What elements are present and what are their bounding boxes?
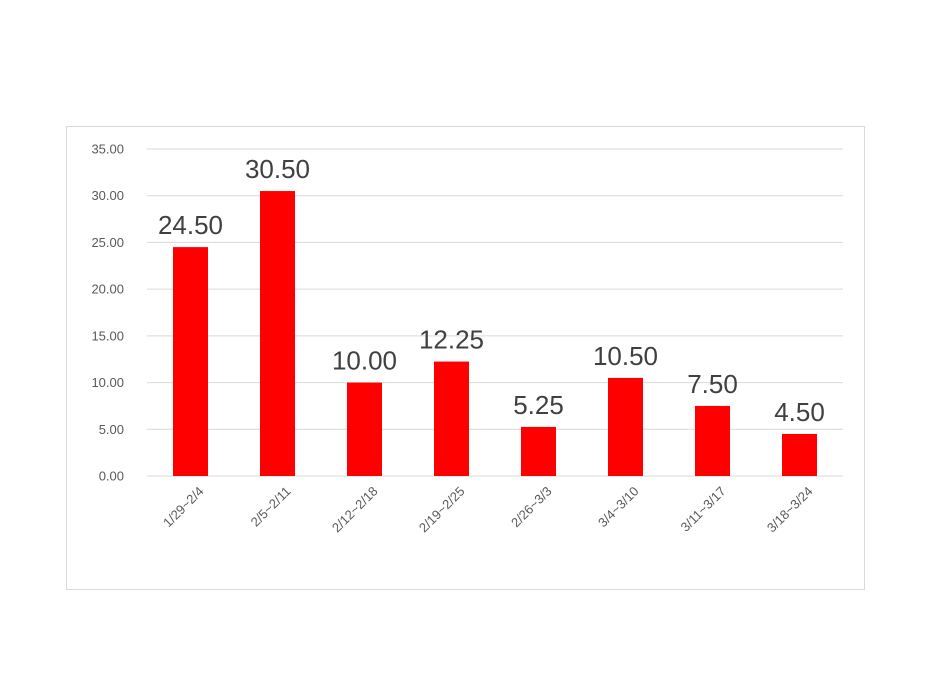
bar	[695, 405, 730, 476]
x-category-label: 3/11~3/17	[678, 484, 729, 535]
bar	[521, 426, 556, 476]
chart-area: 0.00 5.00 10.00 15.00 20.00 25.00 30.00 35.00 2…	[66, 126, 865, 590]
x-category-label: 3/18~3/24	[764, 484, 816, 536]
x-category-label: 3/4~3/10	[595, 484, 642, 531]
bar	[260, 191, 295, 477]
bar	[347, 382, 382, 476]
x-category-label: 2/19~2/25	[416, 484, 468, 536]
bar	[173, 247, 208, 476]
y-tick-label: 10.00	[91, 375, 124, 390]
bar	[434, 361, 469, 476]
x-category-label: 2/12~2/18	[329, 484, 381, 536]
x-axis-category-labels: 1/29~2/4 2/5~2/11 2/12~2/18 2/19~2/25 2/26~3…	[160, 484, 816, 536]
y-tick-label: 5.00	[99, 422, 124, 437]
data-label: 10.50	[593, 341, 658, 371]
y-tick-label: 15.00	[91, 328, 124, 343]
y-axis-tick-labels: 0.00 5.00 10.00 15.00 20.00 25.00 30.00 35.00	[91, 142, 124, 484]
y-tick-label: 20.00	[91, 282, 124, 297]
gridlines	[147, 148, 843, 477]
data-label: 7.50	[687, 369, 738, 399]
data-label: 30.50	[245, 154, 310, 184]
x-category-label: 2/5~2/11	[248, 484, 294, 530]
data-labels: 24.50 30.50 10.00 12.25 5.25 10.50 7.50 4.50	[158, 154, 825, 427]
bar	[782, 433, 817, 476]
data-label: 4.50	[774, 397, 825, 427]
bar	[608, 377, 643, 476]
y-tick-label: 25.00	[91, 235, 124, 250]
bars	[173, 191, 817, 477]
data-label: 10.00	[332, 346, 397, 376]
x-category-label: 1/29~2/4	[160, 484, 207, 531]
y-tick-label: 35.00	[91, 142, 124, 157]
bar-chart: 0.00 5.00 10.00 15.00 20.00 25.00 30.00 35.00 2…	[91, 142, 843, 536]
data-label: 5.25	[513, 390, 564, 420]
y-tick-label: 0.00	[99, 469, 124, 484]
data-label: 12.25	[419, 325, 484, 355]
y-tick-label: 30.00	[91, 188, 124, 203]
data-label: 24.50	[158, 210, 223, 240]
x-category-label: 2/26~3/3	[508, 484, 555, 531]
